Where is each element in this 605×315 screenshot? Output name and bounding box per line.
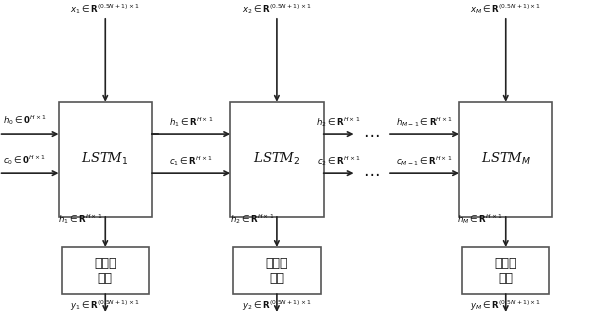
Text: $\cdots$: $\cdots$ [364,125,380,143]
Text: $c_{M-1}\in\mathbf{R}^{H\times 1}$: $c_{M-1}\in\mathbf{R}^{H\times 1}$ [396,154,453,168]
FancyBboxPatch shape [62,247,149,294]
Text: $c_1\in\mathbf{R}^{H\times 1}$: $c_1\in\mathbf{R}^{H\times 1}$ [169,154,213,168]
FancyBboxPatch shape [462,247,549,294]
Text: $h_0\in\mathbf{0}^{H\times 1}$: $h_0\in\mathbf{0}^{H\times 1}$ [3,113,47,128]
Text: $\cdots$: $\cdots$ [364,164,380,182]
FancyBboxPatch shape [234,247,321,294]
Text: $x_M\in\mathbf{R}^{(0.5N+1)\times 1}$: $x_M\in\mathbf{R}^{(0.5N+1)\times 1}$ [470,3,541,16]
Text: $c_2\in\mathbf{R}^{H\times 1}$: $c_2\in\mathbf{R}^{H\times 1}$ [317,154,361,168]
Text: $h_M\in\mathbf{R}^{H\times 1}$: $h_M\in\mathbf{R}^{H\times 1}$ [457,212,503,226]
Text: $h_1\in\mathbf{R}^{H\times 1}$: $h_1\in\mathbf{R}^{H\times 1}$ [169,115,214,129]
Text: 全连接
网络: 全连接 网络 [266,256,288,284]
Text: $x_1\in\mathbf{R}^{(0.5N+1)\times 1}$: $x_1\in\mathbf{R}^{(0.5N+1)\times 1}$ [70,3,140,16]
Text: $x_2\in\mathbf{R}^{(0.5N+1)\times 1}$: $x_2\in\mathbf{R}^{(0.5N+1)\times 1}$ [242,3,312,16]
Text: 全连接
网络: 全连接 网络 [494,256,517,284]
Text: LSTM$_M$: LSTM$_M$ [480,151,531,167]
Text: LSTM$_2$: LSTM$_2$ [253,151,301,167]
Text: $c_0\in\mathbf{0}^{H\times 1}$: $c_0\in\mathbf{0}^{H\times 1}$ [3,152,46,167]
FancyBboxPatch shape [59,102,152,217]
Text: $y_1\in\mathbf{R}^{(0.5N+1)\times 1}$: $y_1\in\mathbf{R}^{(0.5N+1)\times 1}$ [70,299,140,313]
FancyBboxPatch shape [231,102,324,217]
Text: $y_M\in\mathbf{R}^{(0.5N+1)\times 1}$: $y_M\in\mathbf{R}^{(0.5N+1)\times 1}$ [470,299,541,313]
FancyBboxPatch shape [459,102,552,217]
Text: LSTM$_1$: LSTM$_1$ [82,151,129,167]
Text: $h_2\in\mathbf{R}^{H\times 1}$: $h_2\in\mathbf{R}^{H\times 1}$ [316,115,361,129]
Text: 全连接
网络: 全连接 网络 [94,256,117,284]
Text: $h_{M-1}\in\mathbf{R}^{H\times 1}$: $h_{M-1}\in\mathbf{R}^{H\times 1}$ [396,115,453,129]
Text: $y_2\in\mathbf{R}^{(0.5N+1)\times 1}$: $y_2\in\mathbf{R}^{(0.5N+1)\times 1}$ [242,299,312,313]
Text: $h_2\in\mathbf{R}^{H\times 1}$: $h_2\in\mathbf{R}^{H\times 1}$ [229,212,274,226]
Text: $h_1\in\mathbf{R}^{H\times 1}$: $h_1\in\mathbf{R}^{H\times 1}$ [58,212,102,226]
